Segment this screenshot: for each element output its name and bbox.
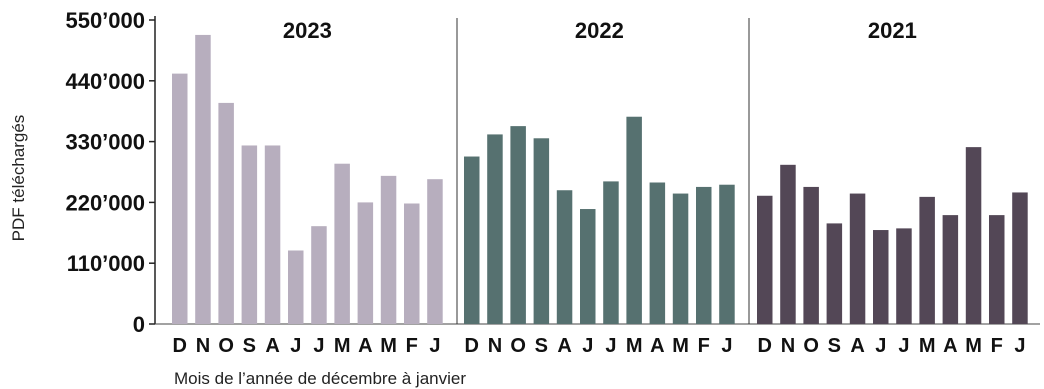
bar: [380, 175, 397, 324]
bar: [719, 184, 735, 324]
bar: [464, 156, 480, 324]
bar: [757, 195, 773, 324]
y-tick-label: 0: [133, 312, 145, 337]
y-tick-label: 330’000: [65, 130, 145, 155]
bar: [195, 34, 211, 324]
bar: [919, 196, 935, 324]
x-tick-label: S: [535, 335, 548, 357]
bar: [989, 215, 1005, 324]
x-tick-label: J: [605, 335, 616, 357]
bar: [803, 186, 819, 324]
bar: [849, 193, 866, 324]
bar: [626, 116, 642, 325]
x-tick-label: M: [919, 335, 936, 357]
x-tick-label: F: [698, 335, 710, 357]
y-axis: 0 110’000 220’000 330’000 440’000 550’000: [65, 8, 1040, 337]
x-tick-label: F: [991, 335, 1003, 357]
x-tick-label: O: [218, 335, 234, 357]
year-label: 2023: [283, 18, 332, 43]
x-tick-label: A: [943, 335, 957, 357]
bar: [603, 181, 619, 324]
x-axis-title: Mois de l’année de décembre à janvier: [174, 369, 466, 388]
x-tick-label: J: [313, 335, 324, 357]
x-tick-label: F: [406, 335, 418, 357]
x-tick-label: O: [510, 335, 526, 357]
x-tick-label: A: [358, 335, 372, 357]
y-tick-label: 110’000: [67, 251, 145, 276]
bar: [264, 145, 281, 324]
x-tick-label: N: [488, 335, 502, 357]
bar: [311, 226, 327, 324]
x-tick-label: J: [1014, 335, 1025, 357]
y-tick-label: 220’000: [65, 190, 145, 215]
bar: [427, 179, 443, 324]
bar: [357, 202, 374, 324]
x-tick-label: A: [850, 335, 864, 357]
bar: [404, 203, 420, 324]
x-tick-label: J: [875, 335, 886, 357]
bar: [334, 163, 350, 324]
x-tick-label: D: [758, 335, 772, 357]
bar: [965, 147, 982, 324]
year-dividers: [456, 18, 750, 324]
bars-group: [172, 34, 1028, 325]
bar: [172, 73, 188, 324]
bar: [580, 209, 596, 324]
x-tick-label: M: [672, 335, 689, 357]
bar: [288, 250, 304, 324]
x-tick-label: D: [465, 335, 479, 357]
x-tick-label: A: [650, 335, 664, 357]
bar: [696, 186, 712, 324]
x-tick-label: N: [781, 335, 795, 357]
x-tick-label: D: [173, 335, 187, 357]
year-label: 2021: [868, 18, 917, 43]
bar: [649, 182, 666, 324]
year-label: 2022: [575, 18, 624, 43]
x-tick-label: M: [334, 335, 351, 357]
x-tick-label: J: [898, 335, 909, 357]
bar: [241, 145, 258, 324]
bar: [218, 102, 234, 324]
bar: [873, 230, 889, 324]
bar: [942, 215, 959, 324]
x-tick-label: M: [380, 335, 397, 357]
bar: [826, 223, 843, 324]
x-tick-label: A: [557, 335, 571, 357]
x-tick-label: J: [582, 335, 593, 357]
bar: [487, 134, 503, 324]
bar: [1012, 192, 1028, 324]
y-tick-label: 550’000: [65, 8, 145, 33]
bar: [556, 190, 573, 324]
y-tick-label: 440’000: [65, 69, 145, 94]
x-tick-label: N: [196, 335, 210, 357]
x-tick-label: J: [429, 335, 440, 357]
x-tick-label: M: [626, 335, 643, 357]
bar: [672, 193, 689, 324]
x-tick-label: J: [721, 335, 732, 357]
bar: [533, 138, 550, 324]
bar: [510, 126, 526, 325]
year-labels: 2023 2022 2021: [283, 18, 917, 43]
bar: [780, 164, 796, 324]
x-tick-label: S: [828, 335, 841, 357]
x-tick-label: O: [803, 335, 819, 357]
bar: [896, 228, 912, 324]
x-tick-label: J: [290, 335, 301, 357]
x-tick-label: S: [243, 335, 256, 357]
x-tick-label: M: [965, 335, 982, 357]
y-axis-title: PDF téléchargés: [9, 115, 28, 242]
x-tick-label: A: [265, 335, 279, 357]
